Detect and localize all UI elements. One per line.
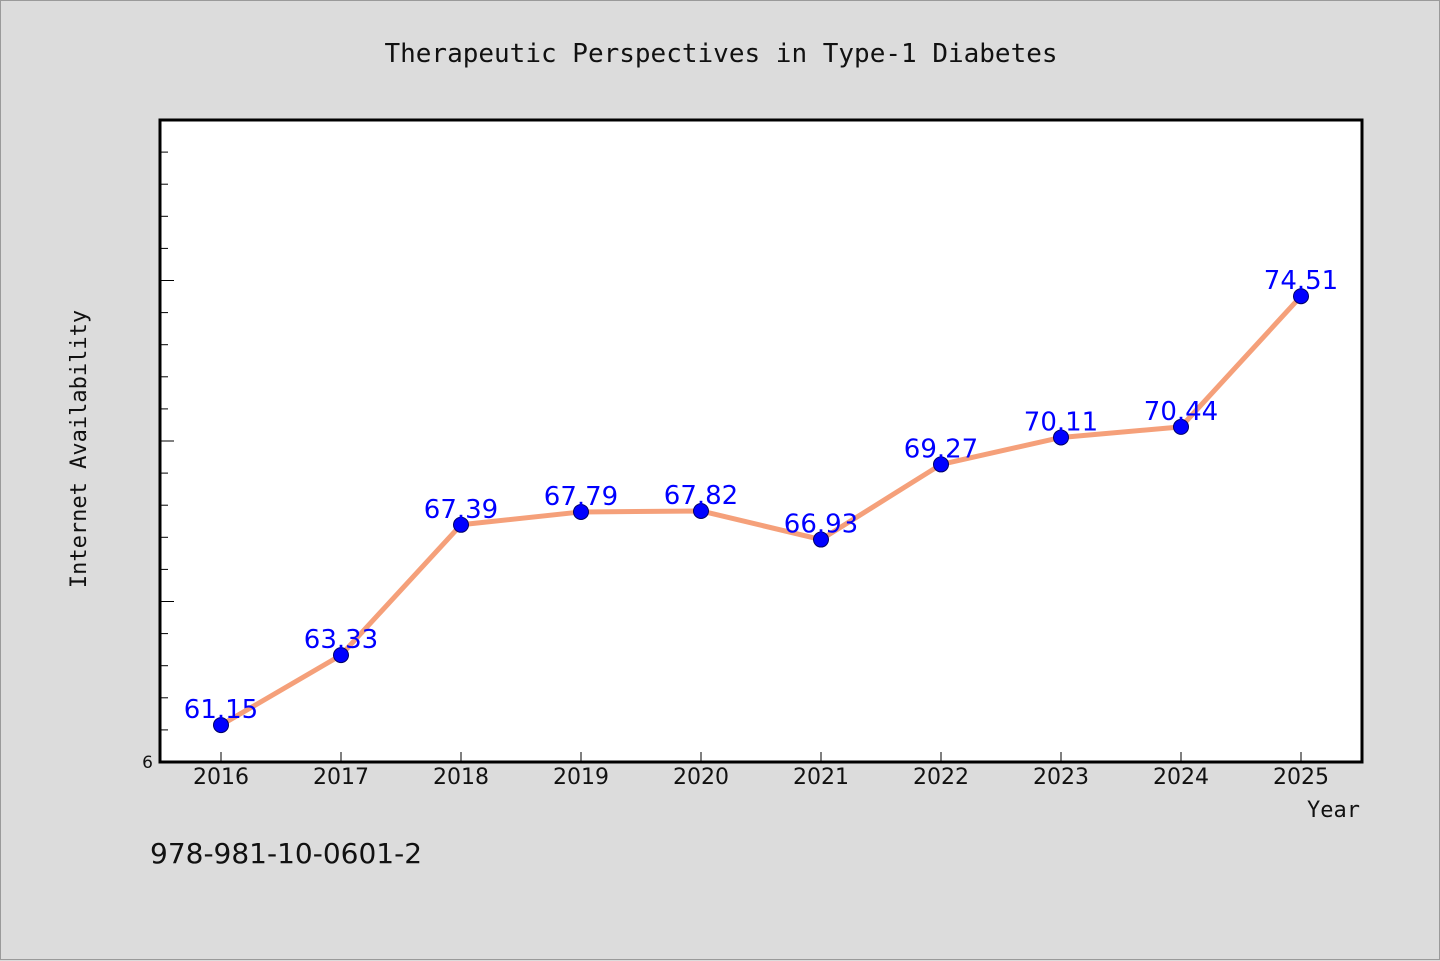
data-label: 63.33	[304, 625, 378, 655]
data-point	[813, 531, 829, 548]
isbn-footer: 978-981-10-0601-2	[150, 837, 422, 870]
data-label: 67.79	[544, 482, 618, 512]
data-point	[453, 516, 469, 533]
data-label: 67.82	[664, 481, 738, 511]
data-label: 66.93	[784, 510, 858, 540]
x-tick-label: 2020	[673, 765, 729, 790]
x-axis-tick-labels: 2016 2017 2018 2019 2020 2021 2022 2023 2024 2025	[193, 765, 1329, 790]
x-tick-label: 2018	[433, 765, 489, 790]
data-point	[1173, 418, 1189, 435]
data-point	[1053, 429, 1069, 446]
x-tick-label: 2017	[313, 765, 369, 790]
y-axis-title: Internet Availability	[67, 310, 92, 588]
x-tick-label: 2021	[793, 765, 849, 790]
y-axis-tick-labels: 6	[142, 753, 153, 773]
x-tick-label: 2025	[1273, 765, 1329, 790]
data-point	[693, 502, 709, 519]
data-label-layer: 61.15 63.33 67.39 67.79 67.82 66.93 69.27 70.11…	[184, 266, 1338, 725]
data-label: 61.15	[184, 695, 258, 725]
data-label: 69.27	[904, 434, 978, 464]
y-axis-ticks	[160, 151, 174, 731]
data-point	[1293, 288, 1309, 305]
y-tick-label: 6	[142, 753, 153, 773]
data-point	[933, 456, 949, 473]
plot-area	[158, 118, 1364, 764]
data-label: 74.51	[1264, 266, 1338, 296]
x-tick-label: 2016	[193, 765, 249, 790]
data-point	[573, 503, 589, 520]
x-axis-ticks	[220, 752, 1302, 762]
data-point	[333, 647, 349, 664]
data-label: 67.39	[424, 495, 498, 525]
series-layer	[218, 293, 1304, 728]
data-label: 70.11	[1024, 407, 1098, 437]
series-line	[218, 293, 1304, 728]
data-point	[213, 717, 229, 734]
chart-title: Therapeutic Perspectives in Type-1 Diabe…	[384, 39, 1057, 69]
x-tick-label: 2019	[553, 765, 609, 790]
x-axis-title: Year	[1307, 798, 1360, 823]
data-label: 70.44	[1144, 397, 1218, 427]
x-tick-label: 2024	[1153, 765, 1209, 790]
marker-layer	[213, 288, 1309, 734]
x-tick-label: 2023	[1033, 765, 1089, 790]
x-tick-label: 2022	[913, 765, 969, 790]
